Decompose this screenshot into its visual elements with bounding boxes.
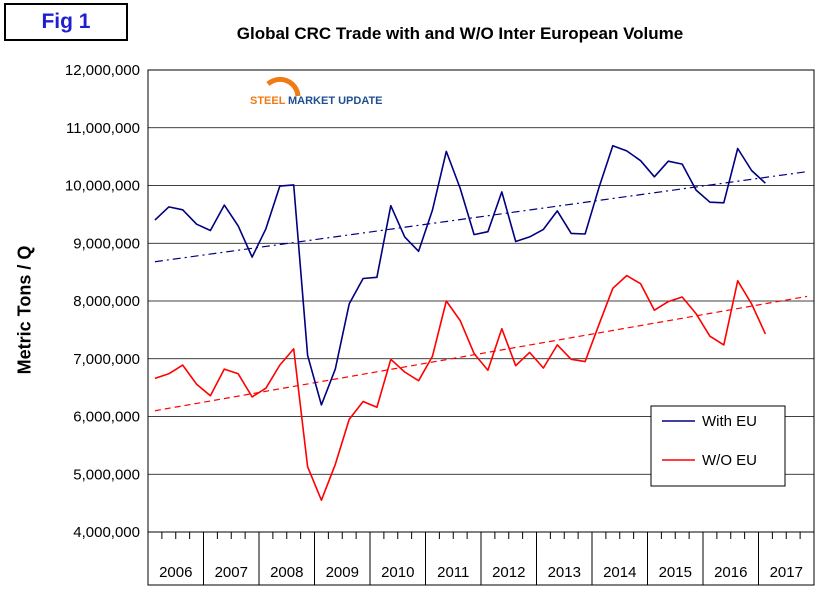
trendline-with-eu <box>154 171 808 263</box>
y-tick-label: 8,000,000 <box>73 293 140 310</box>
trendline-wo-eu <box>154 295 808 412</box>
logo-word-steel: STEEL <box>250 95 286 107</box>
series-lines <box>154 144 767 502</box>
plot-frame <box>147 69 815 586</box>
x-tick-label-year: 2007 <box>215 564 248 581</box>
x-tick-label-year: 2010 <box>381 564 414 581</box>
grid-lines <box>147 69 815 586</box>
y-tick-label: 12,000,000 <box>65 62 140 79</box>
trendlines <box>154 171 808 412</box>
logo-word-market-update: MARKET UPDATE <box>288 95 383 107</box>
x-tick-label-year: 2011 <box>437 564 469 581</box>
x-tick-label-year: 2014 <box>603 564 636 581</box>
legend-label-wo-eu: W/O EU <box>702 452 757 469</box>
steel-market-update-logo: STEEL MARKET UPDATE <box>250 76 383 107</box>
logo-swoosh <box>266 76 301 97</box>
x-tick-label-year: 2006 <box>159 564 192 581</box>
x-tick-label-year: 2015 <box>659 564 692 581</box>
x-tick-label-year: 2008 <box>270 564 303 581</box>
y-tick-label: 11,000,000 <box>66 120 140 137</box>
y-tick-label: 6,000,000 <box>73 409 140 426</box>
y-tick-label: 4,000,000 <box>73 524 140 541</box>
y-tick-label: 10,000,000 <box>65 178 140 195</box>
x-tick-label-year: 2017 <box>770 564 803 581</box>
legend-label-with-eu: With EU <box>702 413 757 430</box>
y-tick-labels: 4,000,000 5,000,000 6,000,000 7,000,000 8,00… <box>65 62 140 541</box>
series-line-wo-eu <box>154 274 767 502</box>
figure-label: Fig 1 <box>4 3 128 41</box>
legend-box <box>650 405 786 487</box>
legend: With EU W/O EU <box>650 405 786 487</box>
y-tick-label: 5,000,000 <box>73 466 140 483</box>
x-tick-label-year: 2009 <box>326 564 359 581</box>
y-tick-label: 9,000,000 <box>73 235 140 252</box>
series-line-with-eu <box>154 144 766 406</box>
x-axis-years: 2006 2007 2008 2009 2010 2011 2012 2013 2014 2015… <box>159 532 803 585</box>
x-tick-label-year: 2016 <box>714 564 747 581</box>
chart-title: Global CRC Trade with and W/O Inter Euro… <box>236 24 684 43</box>
y-tick-label: 7,000,000 <box>73 351 140 368</box>
x-tick-label-year: 2013 <box>548 564 581 581</box>
x-tick-label-year: 2012 <box>492 564 525 581</box>
